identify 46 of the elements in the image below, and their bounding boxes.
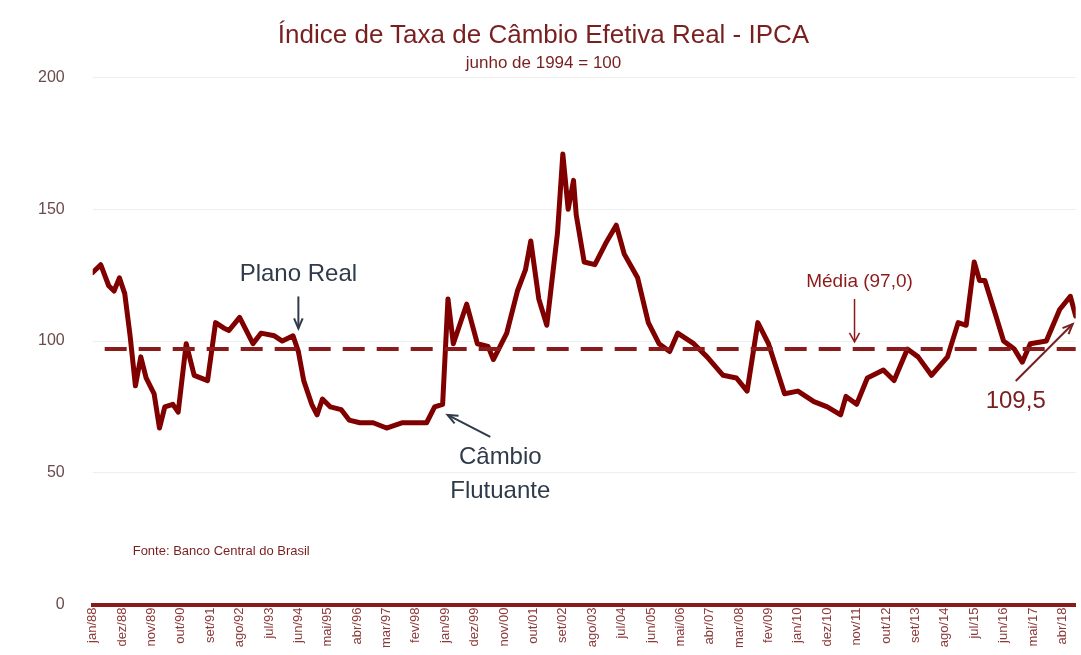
x-tick-label: abr/07 <box>701 607 717 645</box>
x-tick-label: jan/10 <box>789 607 805 644</box>
annotation: Câmbio Flutuante <box>450 441 551 503</box>
x-tick-label: mai/17 <box>1024 607 1040 647</box>
x-tick-label: ago/92 <box>231 607 247 648</box>
x-tick-label: jul/93 <box>260 607 276 640</box>
x-tick-label: nov/11 <box>848 607 864 646</box>
y-tick-label: 150 <box>37 199 65 217</box>
chart-subtitle: junho de 1994 = 100 <box>464 53 622 73</box>
y-tick-label: 200 <box>37 68 65 86</box>
x-tick-label: out/12 <box>877 607 893 644</box>
x-tick-label: dez/88 <box>113 607 129 647</box>
x-tick-label: jan/99 <box>436 607 452 644</box>
x-tick-label: mai/95 <box>319 607 335 647</box>
x-tick-label: fev/09 <box>760 607 776 643</box>
x-tick-label: ago/14 <box>936 607 952 648</box>
annotation: Fonte: Banco Central do Brasil <box>132 543 310 559</box>
x-tick-label: jan/88 <box>84 607 100 644</box>
x-tick-label: out/90 <box>172 607 188 644</box>
chart-title: Índice de Taxa de Câmbio Efetiva Real - IPCA <box>277 18 810 49</box>
x-tick-label: set/91 <box>201 607 217 643</box>
x-tick-label: jul/04 <box>613 607 629 640</box>
y-tick-label: 0 <box>55 594 65 612</box>
y-tick-label: 100 <box>37 331 65 349</box>
x-tick-label: abr/96 <box>348 607 364 645</box>
x-tick-label: jun/05 <box>642 607 658 644</box>
x-tick-label: fev/98 <box>407 607 423 643</box>
x-tick-label: nov/00 <box>495 607 511 647</box>
x-tick-label: set/02 <box>554 607 570 643</box>
x-tick-label: out/01 <box>525 607 541 644</box>
x-tick-label: jun/16 <box>995 607 1011 644</box>
x-tick-label: dez/99 <box>466 607 482 647</box>
x-tick-label: mar/08 <box>730 607 746 649</box>
x-tick-label: ago/03 <box>583 607 599 648</box>
x-tick-label: mai/06 <box>671 607 687 647</box>
ref-line-label: Média (97,0) <box>806 269 913 291</box>
x-tick-label: mar/97 <box>378 607 394 649</box>
x-tick-label: abr/18 <box>1053 607 1069 645</box>
y-tick-label: 50 <box>46 463 65 481</box>
x-tick-label: nov/89 <box>143 607 159 647</box>
x-tick-label: jun/94 <box>289 607 305 644</box>
x-tick-label: set/13 <box>907 607 923 643</box>
annotation: Plano Real <box>239 259 358 287</box>
annotation: 109,5 <box>985 385 1046 413</box>
x-tick-label: jul/15 <box>965 607 981 640</box>
x-tick-label: dez/10 <box>818 607 834 647</box>
